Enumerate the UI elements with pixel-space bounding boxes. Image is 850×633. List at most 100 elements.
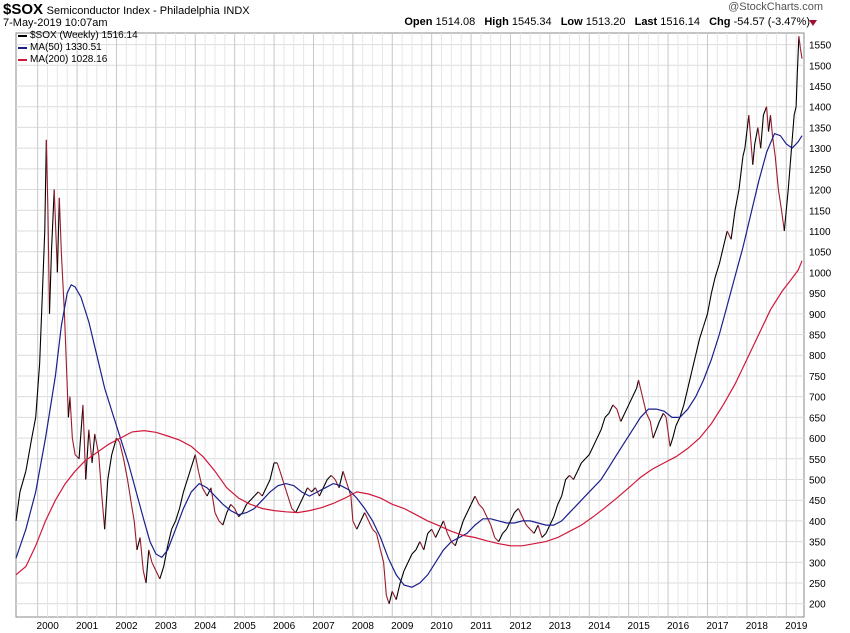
price-segment (230, 503, 236, 509)
x-tick-label: 2006 (273, 621, 296, 632)
price-segment (549, 516, 555, 526)
y-tick-label: 600 (809, 434, 826, 445)
price-segment (71, 437, 76, 455)
price-segment (167, 529, 173, 546)
price-segment (299, 495, 305, 505)
price-segment (411, 549, 417, 555)
price-segment (98, 454, 103, 492)
price-segment (793, 106, 797, 116)
price-segment (85, 429, 90, 480)
chart-date: 7-May-2019 10:07am (3, 17, 108, 29)
price-segment (69, 396, 73, 439)
price-segment (50, 189, 55, 252)
price-segment (35, 363, 41, 418)
y-tick-label: 500 (809, 475, 826, 486)
price-segment (600, 417, 606, 430)
price-segment (762, 106, 768, 116)
price-segment (194, 454, 199, 472)
price-segment (322, 479, 328, 489)
chart-menu-caret-icon[interactable] (809, 20, 817, 26)
price-segment (182, 479, 188, 493)
price-segment (130, 504, 135, 521)
price-segment (214, 512, 220, 522)
price-segment (311, 487, 316, 493)
price-segment (15, 491, 21, 521)
price-segment (190, 454, 196, 468)
price-segment (490, 524, 496, 538)
price-segment (798, 36, 801, 49)
price-segment (502, 528, 507, 534)
last-label: Last (634, 16, 658, 28)
price-segment (56, 197, 60, 273)
high-label: High (484, 16, 509, 28)
price-segment (675, 417, 681, 426)
legend-price-swatch (18, 35, 27, 37)
price-segment (787, 164, 791, 190)
y-tick-label: 300 (809, 558, 826, 569)
price-segment (730, 210, 736, 240)
price-segment (100, 491, 106, 530)
chart-legend: $SOX (Weekly) 1516.14 MA(50) 1330.51 MA(… (18, 30, 138, 66)
x-tick-label: 2009 (391, 621, 414, 632)
price-segment (517, 508, 523, 518)
price-segment (31, 417, 37, 439)
legend-ma50-swatch (18, 47, 27, 49)
price-segment (714, 263, 720, 277)
price-segment (655, 421, 660, 430)
price-segment (498, 533, 504, 542)
price-segment (608, 404, 614, 414)
price-segment (295, 504, 301, 513)
y-tick-label: 650 (809, 413, 826, 424)
y-tick-label: 550 (809, 455, 826, 466)
price-segment (662, 412, 667, 418)
price-segment (123, 458, 129, 480)
price-segment (44, 139, 47, 231)
price-segment (48, 251, 53, 314)
price-segment (462, 512, 468, 522)
price-segment (450, 541, 456, 547)
y-tick-label: 1350 (809, 123, 832, 134)
price-segment (738, 156, 744, 190)
x-tick-label: 2017 (706, 621, 729, 632)
price-segment (419, 541, 425, 551)
price-segment (658, 412, 664, 422)
price-segment (446, 533, 452, 542)
price-segment (218, 520, 224, 526)
legend-ma200-swatch (18, 59, 27, 61)
price-segment (584, 454, 590, 460)
price-segment (403, 562, 409, 571)
y-tick-label: 1150 (809, 206, 831, 217)
price-segment (537, 524, 543, 538)
x-tick-label: 2016 (667, 621, 690, 632)
price-segment (679, 404, 685, 418)
price-segment (45, 139, 49, 211)
price-segment (796, 36, 800, 74)
price-segment (342, 471, 348, 484)
x-tick-label: 2010 (431, 621, 454, 632)
chart-title: $SOX Semiconductor Index - Philadelphia … (3, 1, 250, 18)
x-tick-label: 2012 (509, 621, 532, 632)
legend-price: $SOX (Weekly) 1516.14 (18, 30, 138, 42)
price-segment (699, 326, 705, 339)
y-tick-label: 250 (809, 579, 826, 590)
price-segment (669, 437, 674, 447)
price-segment (201, 487, 208, 497)
price-segment (60, 251, 66, 314)
price-segment (529, 528, 535, 534)
price-segment (145, 549, 150, 584)
price-segment (482, 508, 488, 518)
price-segment (206, 487, 212, 497)
price-segment (636, 379, 640, 389)
price-segment (486, 516, 492, 526)
price-segment (439, 520, 444, 530)
symbol-label: $SOX (3, 1, 44, 18)
y-tick-label: 800 (809, 351, 826, 362)
price-segment (222, 512, 228, 526)
x-tick-label: 2007 (312, 621, 335, 632)
y-tick-label: 1200 (809, 186, 832, 197)
price-segment (525, 524, 531, 530)
price-segment (557, 495, 563, 505)
x-tick-label: 2004 (194, 621, 217, 632)
price-segment (596, 429, 602, 439)
y-tick-label: 200 (809, 600, 826, 611)
